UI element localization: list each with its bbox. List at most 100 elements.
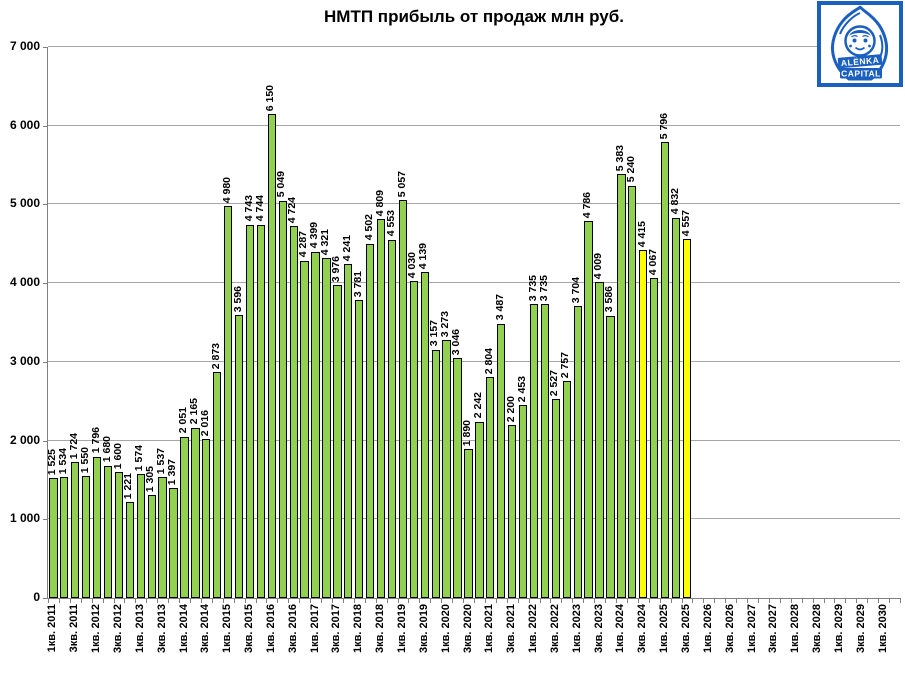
x-axis-label: 3кв. 2011 <box>68 604 81 653</box>
bar <box>300 260 309 598</box>
x-axis-label: 1кв. 2029 <box>832 604 845 653</box>
bar <box>60 477 69 598</box>
bar-value-label: 5 049 <box>275 171 288 198</box>
bar <box>442 340 451 598</box>
bar <box>376 219 386 598</box>
y-axis-label: 0 <box>33 590 40 604</box>
y-axis-label: 5 000 <box>9 196 40 211</box>
bar-value-label: 1 221 <box>122 472 135 499</box>
bar-value-label: 2 016 <box>198 410 211 437</box>
matryoshka-icon: ALËNKA CAPITAL <box>817 1 903 87</box>
x-axis-tick <box>867 598 869 603</box>
bar-value-label: 4 502 <box>362 214 375 241</box>
x-axis-label: 3кв. 2014 <box>199 604 212 653</box>
bar <box>595 282 604 598</box>
bar-value-label: 2 242 <box>471 392 484 419</box>
x-axis-tick <box>310 598 312 603</box>
x-axis-label: 1кв. 2026 <box>701 604 714 653</box>
y-axis-tick <box>43 361 48 363</box>
x-axis-label: 3кв. 2019 <box>417 604 430 653</box>
bar-value-label: 5 240 <box>624 156 637 183</box>
bar <box>649 277 659 598</box>
x-axis-tick <box>670 598 672 603</box>
x-axis-tick <box>135 598 137 603</box>
bar <box>289 226 298 598</box>
bar <box>420 272 429 598</box>
bar-value-label: 3 586 <box>603 286 616 313</box>
x-axis-tick <box>146 598 148 603</box>
bar <box>529 304 539 598</box>
x-axis-label: 1кв. 2011 <box>46 604 59 653</box>
bar-value-label: 2 873 <box>209 342 222 369</box>
bar-value-label: 3 735 <box>537 274 550 302</box>
x-axis-label: 3кв. 2029 <box>854 604 867 653</box>
x-axis-tick <box>561 598 563 603</box>
x-axis-label: 1кв. 2020 <box>439 604 452 653</box>
x-axis-tick <box>321 598 323 603</box>
x-axis-label: 1кв. 2014 <box>177 604 190 653</box>
x-axis-tick <box>823 598 825 603</box>
bar-value-label: 4 557 <box>679 210 692 237</box>
bar <box>92 456 102 598</box>
bar <box>223 206 233 598</box>
chart-title: НМТП прибыль от продаж млн руб. <box>324 7 624 26</box>
bar-value-label: 4 980 <box>220 176 233 204</box>
bar <box>256 224 266 598</box>
bar <box>464 449 473 598</box>
x-axis-tick <box>889 598 891 603</box>
bar <box>573 306 582 598</box>
x-axis-tick <box>900 598 901 603</box>
x-axis-tick <box>659 598 661 603</box>
gridline <box>48 439 900 441</box>
x-axis-tick <box>375 598 377 603</box>
bar <box>475 421 484 598</box>
x-axis-tick <box>91 598 93 603</box>
gridline <box>48 518 900 520</box>
x-axis-tick <box>736 598 738 603</box>
bar-value-label: 4 744 <box>253 195 266 222</box>
x-axis-tick <box>190 598 191 603</box>
x-axis-tick <box>419 598 421 603</box>
x-axis-tick <box>244 598 246 603</box>
bar <box>311 251 320 598</box>
x-axis-label: 3кв. 2016 <box>286 604 299 653</box>
x-axis-label: 3кв. 2020 <box>461 604 474 653</box>
bar <box>71 462 80 598</box>
x-axis-tick <box>572 598 574 603</box>
x-axis-tick <box>58 598 60 603</box>
bar <box>671 217 681 598</box>
x-axis-tick <box>157 598 159 603</box>
x-axis-label: 1кв. 2016 <box>264 604 277 653</box>
x-axis-label: 1кв. 2024 <box>614 604 627 653</box>
bar-value-label: 3 781 <box>351 271 364 298</box>
x-axis-tick <box>583 598 585 603</box>
bar <box>267 113 276 598</box>
x-axis-label: 3кв. 2021 <box>505 604 518 653</box>
x-axis-label: 3кв. 2012 <box>112 604 124 653</box>
logo-text-capital: CAPITAL <box>841 69 881 79</box>
bar-value-label: 3 596 <box>231 285 244 312</box>
bar-value-label: 2 757 <box>559 351 572 378</box>
bar-value-label: 4 009 <box>592 253 605 280</box>
y-axis-tick <box>43 204 48 206</box>
bar <box>114 472 124 598</box>
y-axis-tick <box>43 125 48 127</box>
x-axis-tick <box>397 598 399 603</box>
x-axis-label: 1кв. 2025 <box>658 604 671 653</box>
x-axis-tick <box>430 598 432 603</box>
x-axis-label: 3кв. 2026 <box>723 604 736 653</box>
bar <box>453 358 462 598</box>
x-axis-tick <box>332 598 333 603</box>
x-axis-tick <box>528 598 530 603</box>
y-axis-label: 3 000 <box>9 353 40 368</box>
bar <box>322 257 331 598</box>
bar-value-label: 5 057 <box>395 170 408 197</box>
bar <box>278 200 287 598</box>
bar <box>147 495 156 598</box>
x-axis-tick <box>758 598 759 603</box>
bar-value-label: 6 150 <box>264 84 277 111</box>
bar <box>398 199 408 598</box>
bar-value-label: 1 397 <box>166 458 179 486</box>
bar-value-label: 3 704 <box>570 277 583 304</box>
bar <box>158 477 167 598</box>
